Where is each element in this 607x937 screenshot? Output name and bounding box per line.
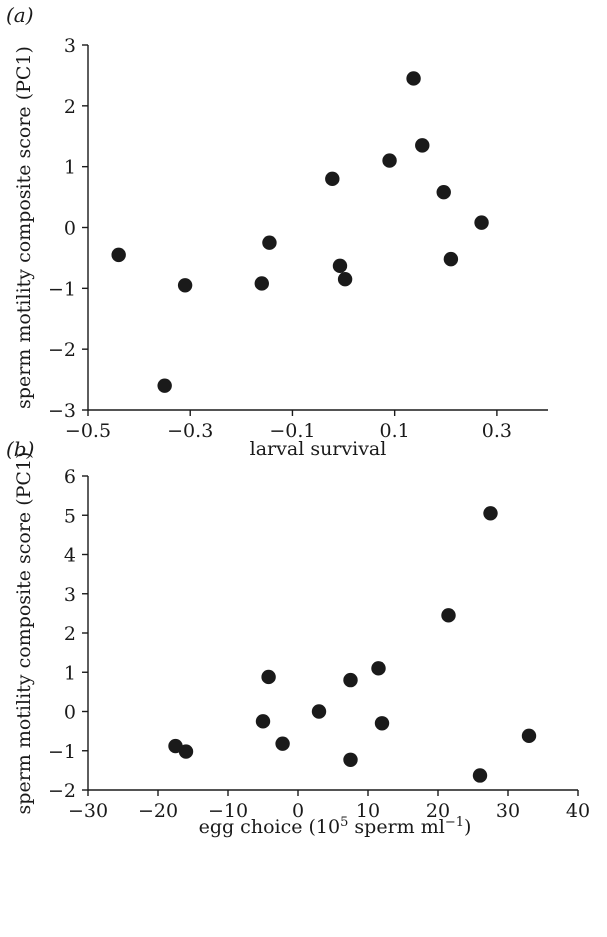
panel-label: (a) (6, 3, 34, 27)
y-axis-label: sperm motility composite score (PC1) (13, 46, 35, 409)
y-tick-label: 0 (64, 702, 76, 724)
x-axis-label: egg choice (105 sperm ml−1) (199, 815, 472, 839)
x-axis-label-superscript: −1 (445, 815, 464, 830)
data-point (325, 171, 340, 187)
x-tick-label: −10 (208, 800, 248, 822)
x-tick-label: −0.5 (65, 420, 111, 442)
x-tick-label: −0.3 (167, 420, 213, 442)
x-tick-label: 40 (566, 800, 590, 822)
x-axis-label-part: sperm ml (348, 816, 444, 838)
data-point (406, 71, 421, 86)
data-point (337, 272, 353, 287)
data-point (332, 258, 348, 274)
x-tick-label: 0.3 (482, 420, 512, 442)
x-axis-label-superscript: 5 (340, 815, 348, 830)
x-axis-label: larval survival (250, 438, 387, 460)
x-tick-label: −30 (68, 800, 108, 822)
data-point (441, 608, 456, 623)
x-tick-label: −20 (138, 800, 178, 822)
data-point (474, 215, 489, 230)
data-point (436, 185, 451, 200)
y-tick-label: −2 (48, 780, 76, 802)
y-tick-label: 0 (64, 218, 76, 240)
y-tick-label: 5 (64, 505, 76, 527)
data-point (311, 704, 327, 719)
data-point (415, 138, 430, 153)
data-point (261, 669, 276, 685)
y-tick-label: 4 (64, 545, 76, 567)
data-point (157, 378, 172, 393)
data-point (521, 728, 537, 744)
x-axis-label-part: egg choice (10 (199, 816, 341, 838)
y-tick-label: 3 (64, 584, 76, 606)
x-axis-label-part: ) (464, 816, 471, 838)
data-point (472, 768, 488, 783)
data-point (382, 153, 397, 168)
panel-label: (b) (6, 437, 34, 461)
y-tick-label: −2 (48, 339, 76, 361)
y-tick-label: 1 (64, 157, 76, 179)
data-point (254, 276, 269, 291)
x-tick-label: 20 (426, 800, 450, 822)
data-point (371, 661, 386, 676)
data-point (262, 235, 277, 250)
y-tick-label: 6 (64, 466, 76, 488)
y-tick-label: −1 (48, 278, 76, 300)
data-point (177, 278, 193, 293)
x-tick-label: 0 (292, 800, 304, 822)
y-tick-label: 2 (64, 96, 76, 118)
data-point (343, 752, 358, 767)
y-tick-label: −1 (48, 741, 76, 763)
x-tick-label: −0.1 (269, 420, 315, 442)
data-point (178, 744, 194, 759)
data-point (343, 672, 358, 688)
data-point (443, 251, 459, 267)
data-point (275, 736, 290, 751)
panel-a: (a) −3 −2 −1 0 1 2 3 −0.5 −0.3 −0.1 0.1 0.3 sperm mot… (6, 3, 548, 460)
y-tick-label: 3 (64, 35, 76, 57)
data-point (483, 506, 498, 521)
data-point (111, 247, 126, 263)
y-axis-label: sperm motility composite score (PC1) (13, 452, 35, 815)
x-tick-label: 10 (356, 800, 380, 822)
y-tick-label: −3 (48, 400, 76, 422)
x-tick-label: 30 (496, 800, 520, 822)
data-point (255, 714, 271, 729)
x-tick-label: 0.1 (380, 420, 410, 442)
data-point (374, 716, 390, 731)
y-tick-label: 2 (64, 623, 76, 645)
y-tick-label: 1 (64, 662, 76, 684)
